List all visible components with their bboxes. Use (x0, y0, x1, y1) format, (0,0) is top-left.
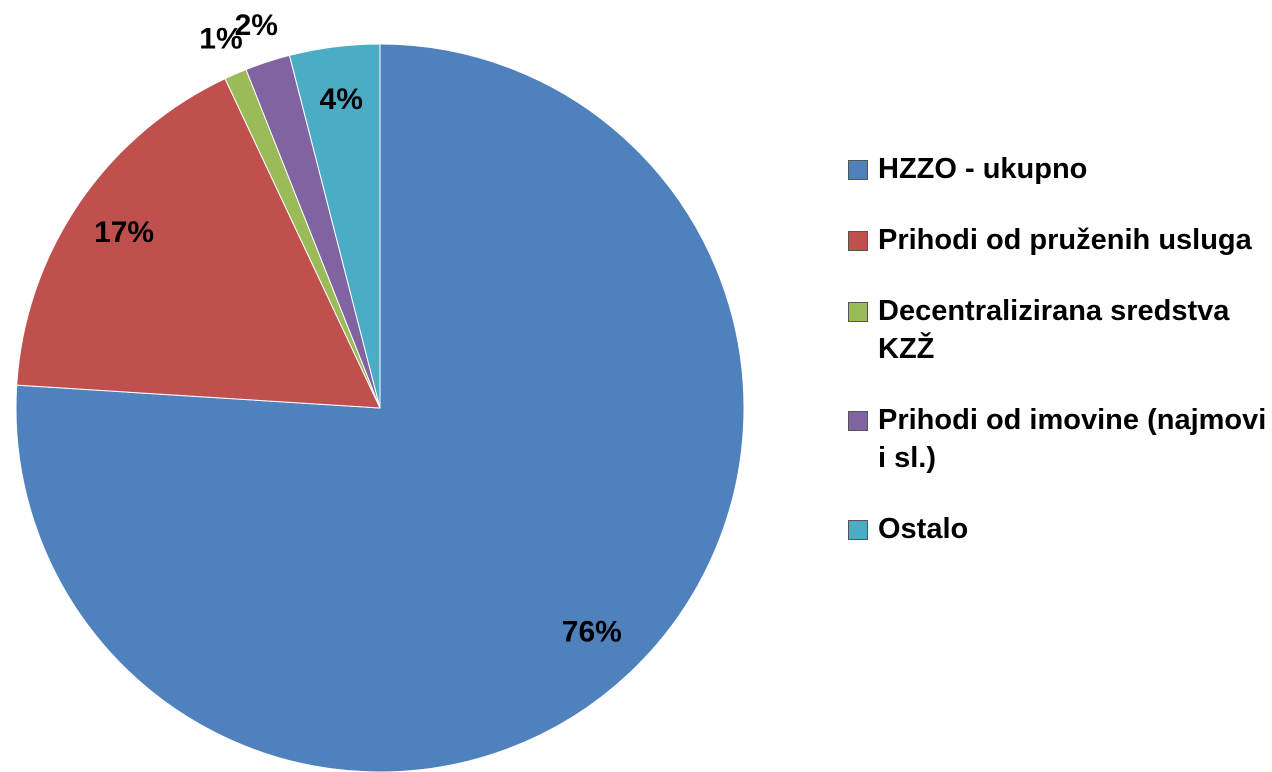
data-label: 1% (199, 22, 242, 55)
legend-label: HZZO - ukupno (878, 153, 1088, 185)
pie-slice (16, 77, 381, 409)
legend-swatch (848, 231, 868, 251)
legend-item: Ostalo (848, 510, 1268, 548)
legend-label: Prihodi od imovine (najmovi i sl.) (878, 404, 1267, 474)
legend-swatch (848, 160, 868, 180)
data-label: 2% (235, 9, 278, 42)
legend-item: HZZO - ukupno (848, 150, 1268, 188)
data-label: 17% (94, 216, 154, 249)
legend-label: Decentralizirana sredstva KZŽ (878, 295, 1230, 365)
legend-item: Decentralizirana sredstva KZŽ (848, 292, 1268, 368)
legend-label: Ostalo (878, 513, 969, 545)
legend: HZZO - ukupno Prihodi od pruženih usluga D… (848, 150, 1268, 581)
data-label: 76% (562, 615, 622, 648)
legend-item: Prihodi od pruženih usluga (848, 221, 1268, 259)
legend-item: Prihodi od imovine (najmovi i sl.) (848, 401, 1268, 477)
legend-swatch (848, 302, 868, 322)
legend-label: Prihodi od pruženih usluga (878, 224, 1252, 256)
pie-slice (288, 43, 381, 409)
data-label: 4% (320, 83, 363, 116)
legend-swatch (848, 520, 868, 540)
legend-swatch (848, 411, 868, 431)
